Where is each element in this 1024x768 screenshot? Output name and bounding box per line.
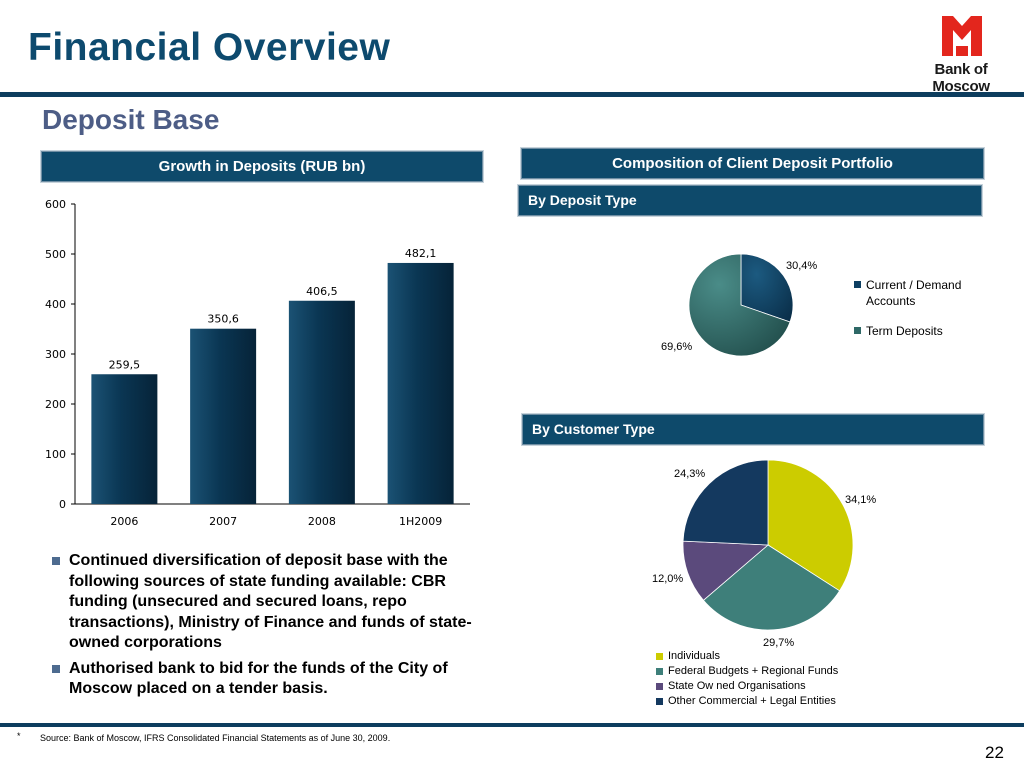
bar-value-label: 259,5 (109, 358, 141, 371)
y-tick-label: 0 (59, 498, 66, 511)
footer-divider (0, 723, 1024, 727)
deposit-type-header: By Deposit Type (518, 185, 982, 216)
deposit-type-legend: Current / Demand Accounts Term Deposits (854, 277, 994, 353)
bank-logo-text: Bank of Moscow (932, 61, 990, 95)
pie-slice-current-demand-accounts (740, 253, 794, 323)
x-tick-label: 1H2009 (399, 515, 442, 528)
customer-type-header: By Customer Type (522, 414, 984, 445)
x-tick-label: 2008 (308, 515, 336, 528)
legend-label: Term Deposits (866, 324, 943, 338)
pie-slice-term-deposits (688, 253, 791, 357)
bullet-square-icon (52, 557, 60, 565)
legend-label: State Ow ned Organisations (668, 680, 806, 692)
pie-slice-label: 12,0% (652, 573, 684, 585)
page-title: Financial Overview (28, 26, 391, 69)
legend-swatch (656, 683, 663, 690)
footnote-marker: * (17, 731, 21, 741)
y-tick-label: 500 (45, 248, 66, 261)
legend-item-federal-budgets: Federal Budgets + Regional Funds (656, 664, 956, 679)
section-subtitle: Deposit Base (42, 104, 220, 135)
customer-type-legend: Individuals Federal Budgets + Regional F… (656, 649, 956, 709)
bullet-text: Authorised bank to bid for the funds of … (69, 659, 448, 698)
bullet-text: Continued diversification of deposit bas… (69, 552, 472, 651)
legend-label: Individuals (668, 650, 720, 662)
bullet-list: Continued diversification of deposit bas… (52, 551, 492, 705)
bar-2006 (91, 374, 158, 504)
legend-label: Current / Demand Accounts (866, 278, 962, 308)
deposit-type-pie-chart (688, 253, 794, 357)
legend-swatch (854, 281, 861, 288)
bar-value-label: 350,6 (207, 313, 239, 326)
pie-slice-state-ow-ned-organisations (682, 540, 770, 601)
y-tick-label: 300 (45, 348, 66, 361)
y-tick-label: 600 (45, 198, 66, 211)
y-tick-label: 400 (45, 298, 66, 311)
bullet-item: Authorised bank to bid for the funds of … (52, 659, 492, 700)
bar-value-label: 482,1 (405, 247, 437, 260)
bar-2007 (190, 328, 257, 504)
legend-item-other-commercial: Other Commercial + Legal Entities (656, 694, 956, 709)
legend-swatch (656, 698, 663, 705)
page-number: 22 (985, 743, 1004, 762)
pie-slice-label: 34,1% (845, 494, 877, 506)
composition-header: Composition of Client Deposit Portfolio (521, 148, 984, 179)
y-tick-label: 200 (45, 398, 66, 411)
pie-slice-label: 24,3% (674, 468, 706, 480)
source-footnote: Source: Bank of Moscow, IFRS Consolidate… (40, 733, 391, 743)
legend-label: Other Commercial + Legal Entities (668, 695, 836, 707)
pie-slice-other-commercial-legal-entities (682, 459, 769, 546)
legend-swatch (854, 327, 861, 334)
legend-swatch (656, 653, 663, 660)
bar-2008 (288, 300, 355, 504)
legend-item-current-demand: Current / Demand Accounts (854, 277, 994, 309)
customer-type-pie-chart (682, 459, 854, 631)
x-tick-label: 2006 (110, 515, 138, 528)
y-tick-label: 100 (45, 448, 66, 461)
legend-label: Federal Budgets + Regional Funds (668, 665, 839, 677)
legend-item-individuals: Individuals (656, 649, 956, 664)
pie-slice-federal-budgets-regional-funds (702, 544, 841, 631)
bullet-item: Continued diversification of deposit bas… (52, 551, 492, 654)
bar-1H2009 (387, 262, 454, 504)
pie-slice-label: 69,6% (661, 341, 693, 353)
bullet-square-icon (52, 664, 60, 673)
header-divider (0, 92, 1024, 97)
legend-swatch (656, 668, 663, 675)
growth-deposits-header: Growth in Deposits (RUB bn) (41, 151, 483, 182)
deposit-growth-bar-chart: 0 100 200 300 400 500 600 259,5 2006 350,6 2007 40… (45, 198, 470, 528)
bank-logo-icon (942, 16, 982, 56)
pie-slice-label: 30,4% (786, 260, 818, 272)
x-tick-label: 2007 (209, 515, 237, 528)
pie-slice-label: 29,7% (763, 637, 795, 649)
legend-item-state-owned: State Ow ned Organisations (656, 679, 956, 694)
legend-item-term-deposits: Term Deposits (854, 323, 994, 339)
bar-value-label: 406,5 (306, 285, 338, 298)
